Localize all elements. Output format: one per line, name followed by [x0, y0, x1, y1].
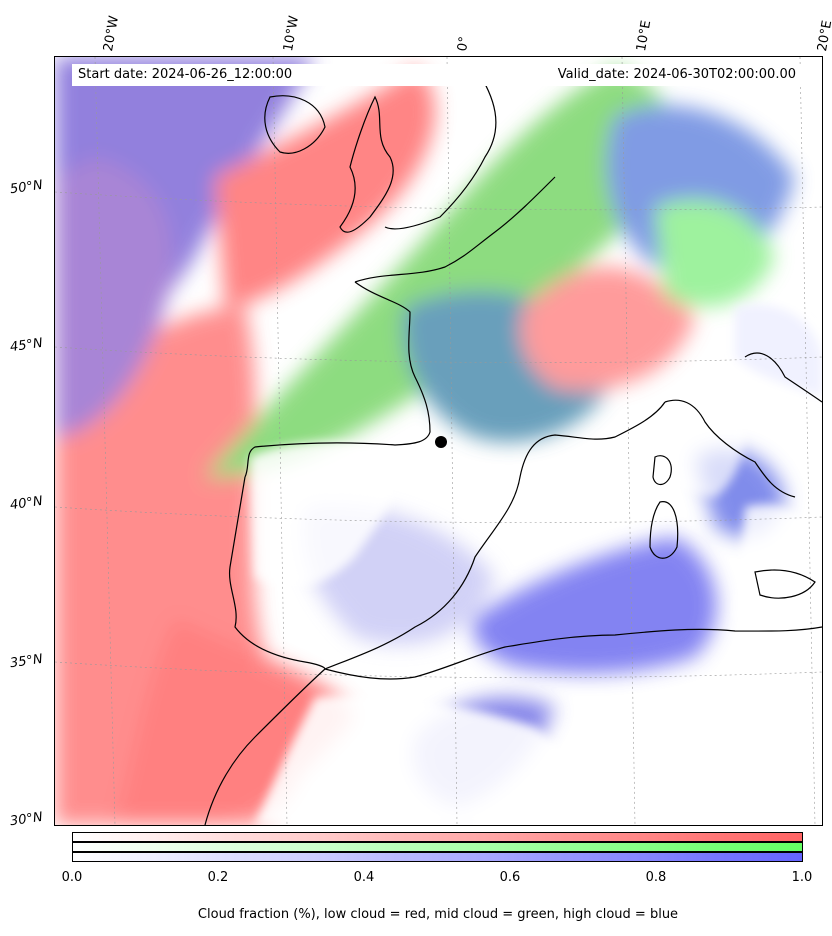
lon-label-20e: 20°E: [815, 19, 832, 53]
coastline-sardinia: [649, 501, 679, 559]
lon-label-10e: 10°E: [634, 19, 655, 53]
coastline-britain: [339, 95, 394, 233]
colorbar-tick: 0.8: [645, 870, 667, 885]
colorbar-tick: 0.2: [207, 870, 229, 885]
low-cloud-area-central: [521, 267, 695, 390]
mixed-cloud-area-west: [55, 157, 173, 437]
lat-label-35n: 35°N: [9, 651, 44, 672]
parallel-line: [55, 661, 822, 678]
clear-sky-areas: [250, 304, 822, 825]
mid-cloud-band: [205, 67, 676, 477]
parallel-line: [55, 506, 822, 523]
coastline-iberia-west: [228, 476, 326, 670]
date-info-bar: Start date: 2024-06-26_12:00:00 Valid_da…: [72, 64, 802, 86]
colorbar-mid-cloud: [72, 842, 803, 852]
location-marker: [435, 436, 447, 448]
high-cloud-area-mediterranean: [472, 537, 717, 674]
lat-label-50n: 50°N: [9, 177, 44, 198]
map-panel: [54, 56, 823, 826]
cloud-fraction-map: [55, 57, 822, 825]
colorbar-tick: 0.6: [499, 870, 521, 885]
coastline-north-sea: [384, 66, 497, 230]
coastline-ireland: [264, 95, 326, 154]
meridian-line: [799, 57, 816, 825]
parallel-line: [55, 346, 822, 363]
start-date-text: Start date: 2024-06-26_12:00:00: [78, 67, 293, 82]
coastline-africa-west: [204, 668, 326, 825]
meridian-line: [621, 57, 636, 825]
clear-area-mediterranean-east: [615, 387, 746, 497]
graticule-lines: [55, 57, 822, 825]
clear-area-northeast: [735, 304, 822, 397]
clear-area-east: [735, 504, 822, 697]
coastline-biscay: [244, 281, 431, 478]
meridian-line: [446, 57, 458, 825]
lat-label-40n: 40°N: [9, 493, 44, 514]
coastline-sicily: [754, 569, 816, 599]
lon-label-0: 0°: [455, 35, 473, 53]
lon-label-10w: 10°W: [281, 14, 303, 53]
lon-label-20w: 20°W: [101, 14, 123, 53]
colorbar-high-cloud: [72, 852, 803, 862]
mid-cloud-area-northeast: [655, 199, 775, 307]
colorbar-tick: 0.4: [353, 870, 375, 885]
valid-date-text: Valid_date: 2024-06-30T02:00:00.00: [557, 67, 796, 82]
coastline-corsica: [652, 455, 672, 486]
lat-label-30n: 30°N: [9, 809, 44, 830]
colorbar-low-cloud: [72, 832, 803, 842]
meridian-line: [94, 57, 116, 825]
coastline-france-channel: [354, 176, 556, 283]
colorbar-tick: 1.0: [791, 870, 813, 885]
coastline-italy: [664, 399, 796, 498]
colorbar-caption: Cloud fraction (%), low cloud = red, mid…: [197, 907, 679, 922]
meridian-line: [272, 57, 288, 825]
coastlines: [204, 66, 822, 825]
coastline-africa-north: [324, 626, 822, 680]
coastline-adriatic: [744, 352, 822, 403]
coastline-iberia-south: [324, 401, 666, 670]
clear-area-sahara: [255, 694, 655, 825]
colorbar: [72, 832, 803, 862]
parallel-line: [55, 191, 822, 211]
clear-area-iberia: [250, 442, 397, 588]
lat-label-45n: 45°N: [9, 335, 44, 356]
colorbar-tick: 0.0: [61, 870, 83, 885]
